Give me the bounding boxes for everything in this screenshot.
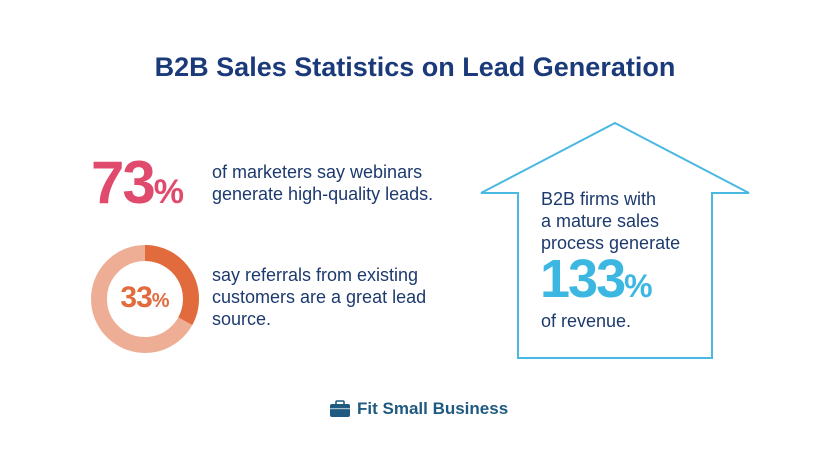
stat-referrals-value: 33% [120,281,170,314]
stat-webinars-text: of marketers say webinars generate high-q… [212,162,434,204]
donut-arc [144,245,199,326]
logo: Fit Small Business [329,399,508,419]
page-title: B2B Sales Statistics on Lead Generation [154,52,676,82]
stat-revenue-outro: of revenue. [541,311,632,331]
stat-revenue-intro: B2B firms with a mature sales process gene… [541,189,681,253]
stat-revenue-value: 133% [540,249,653,309]
logo-text: Fit Small Business [357,399,509,418]
referrals-donut [91,245,199,353]
stat-referrals-text: say referrals from existing customers are… [212,265,427,329]
briefcase-icon [330,400,350,417]
stat-webinars-value: 73% [91,149,184,216]
